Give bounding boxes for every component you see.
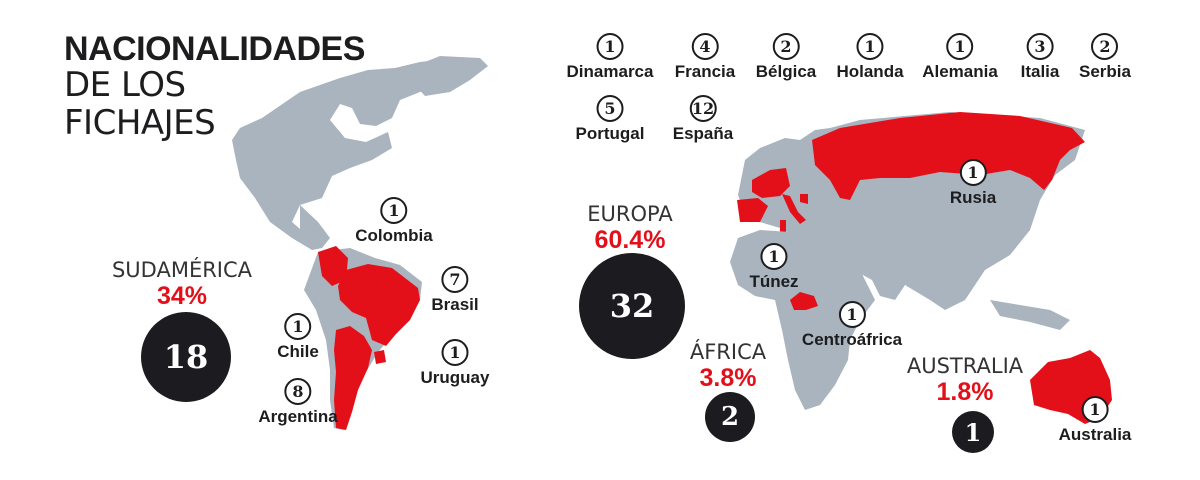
country-badge-argentina: 8 Argentina xyxy=(258,378,338,427)
brasil-highlight xyxy=(338,264,420,346)
country-badge-australia: 1 Australia xyxy=(1058,396,1132,445)
region-africa: ÁFRICA 3.8% xyxy=(690,340,766,393)
country-label: Serbia xyxy=(1079,62,1131,81)
page-subtitle: DE LOS FICHAJES xyxy=(64,65,216,143)
russia-highlight xyxy=(812,112,1085,200)
argentina-chile-highlight xyxy=(334,326,372,430)
country-badge-rusia: 1 Rusia xyxy=(950,159,996,208)
region-count-australia: 1 xyxy=(952,411,994,453)
count-circle: 1 xyxy=(838,301,866,328)
country-label: Chile xyxy=(277,342,319,361)
count-circle: 1 xyxy=(380,197,408,224)
count-circle: 2 xyxy=(772,33,800,60)
country-badge-alemania: 1 Alemania xyxy=(922,33,998,82)
region-percent: 3.8% xyxy=(699,364,757,392)
country-label: Italia xyxy=(1020,62,1060,81)
count-circle: 1 xyxy=(760,243,788,270)
count-circle: 1 xyxy=(946,33,974,60)
country-label: Holanda xyxy=(836,62,904,81)
region-name: ÁFRICA xyxy=(689,340,767,364)
country-label: Australia xyxy=(1058,425,1132,444)
region-count-sudamerica: 18 xyxy=(141,312,231,402)
tunisia-highlight xyxy=(780,220,786,234)
region-name: SUDAMÉRICA xyxy=(111,258,253,282)
page-title: NACIONALIDADES xyxy=(64,30,365,68)
country-badge-espana: 12 España xyxy=(673,95,733,144)
region-count-africa: 2 xyxy=(705,392,755,442)
country-badge-italia: 3 Italia xyxy=(1020,33,1060,82)
count-circle: 4 xyxy=(691,33,719,60)
country-label: España xyxy=(672,124,734,143)
subtitle-line-1: DE LOS xyxy=(64,65,186,105)
country-label: Alemania xyxy=(922,62,998,81)
africa-landmass xyxy=(730,230,875,410)
count-circle: 1 xyxy=(596,33,624,60)
country-label: Túnez xyxy=(749,272,799,291)
country-badge-brasil: 7 Brasil xyxy=(431,266,479,315)
country-label: Rusia xyxy=(949,188,997,207)
uruguay-highlight xyxy=(374,350,386,364)
count-circle: 1 xyxy=(441,339,469,366)
region-name: AUSTRALIA xyxy=(906,354,1024,378)
country-badge-colombia: 1 Colombia xyxy=(355,197,433,246)
region-percent: 60.4% xyxy=(594,226,666,254)
country-badge-holanda: 1 Holanda xyxy=(836,33,904,82)
country-badge-belgica: 2 Bélgica xyxy=(756,33,816,82)
country-label: Brasil xyxy=(431,295,479,314)
count-circle: 7 xyxy=(441,266,469,293)
country-label: Dinamarca xyxy=(566,62,654,81)
count-circle: 3 xyxy=(1026,33,1054,60)
count-circle: 2 xyxy=(1091,33,1119,60)
country-badge-centroafrica: 1 Centroáfrica xyxy=(802,301,902,350)
count-circle: 1 xyxy=(284,313,312,340)
count-circle: 5 xyxy=(596,95,624,122)
count-circle: 1 xyxy=(959,159,987,186)
count-circle: 8 xyxy=(284,378,312,405)
country-label: Centroáfrica xyxy=(801,330,903,349)
country-label: Francia xyxy=(674,62,736,81)
central-america xyxy=(300,205,330,248)
country-badge-chile: 1 Chile xyxy=(277,313,319,362)
region-percent: 34% xyxy=(156,282,208,310)
count-circle: 1 xyxy=(856,33,884,60)
southeast-asia-islands xyxy=(990,300,1070,330)
country-label: Portugal xyxy=(575,124,645,143)
north-america-landmass xyxy=(232,58,478,250)
serbia-highlight xyxy=(800,194,808,204)
count-circle: 12 xyxy=(689,95,717,122)
region-australia: AUSTRALIA 1.8% xyxy=(907,354,1023,407)
spain-portugal-highlight xyxy=(737,198,768,222)
country-label: Colombia xyxy=(355,226,433,245)
france-benelux-germany-highlight xyxy=(752,168,790,198)
country-badge-serbia: 2 Serbia xyxy=(1079,33,1131,82)
country-label: Argentina xyxy=(258,407,338,426)
country-badge-francia: 4 Francia xyxy=(675,33,735,82)
region-percent: 1.8% xyxy=(936,378,994,406)
country-badge-tunez: 1 Túnez xyxy=(749,243,799,292)
region-sudamerica: SUDAMÉRICA 34% xyxy=(112,258,252,311)
greenland xyxy=(410,56,488,96)
country-label: Uruguay xyxy=(420,368,490,387)
region-name: EUROPA xyxy=(587,202,673,226)
count-circle: 1 xyxy=(1081,396,1109,423)
country-label: Bélgica xyxy=(755,62,817,81)
central-africa-highlight xyxy=(790,292,818,310)
country-badge-dinamarca: 1 Dinamarca xyxy=(566,33,654,82)
country-badge-portugal: 5 Portugal xyxy=(575,95,645,144)
colombia-highlight xyxy=(318,246,348,286)
region-count-europa: 32 xyxy=(579,253,685,359)
region-europa: EUROPA 60.4% xyxy=(587,202,672,255)
italy-highlight xyxy=(782,194,806,224)
subtitle-line-2: FICHAJES xyxy=(64,103,216,143)
country-badge-uruguay: 1 Uruguay xyxy=(420,339,490,388)
